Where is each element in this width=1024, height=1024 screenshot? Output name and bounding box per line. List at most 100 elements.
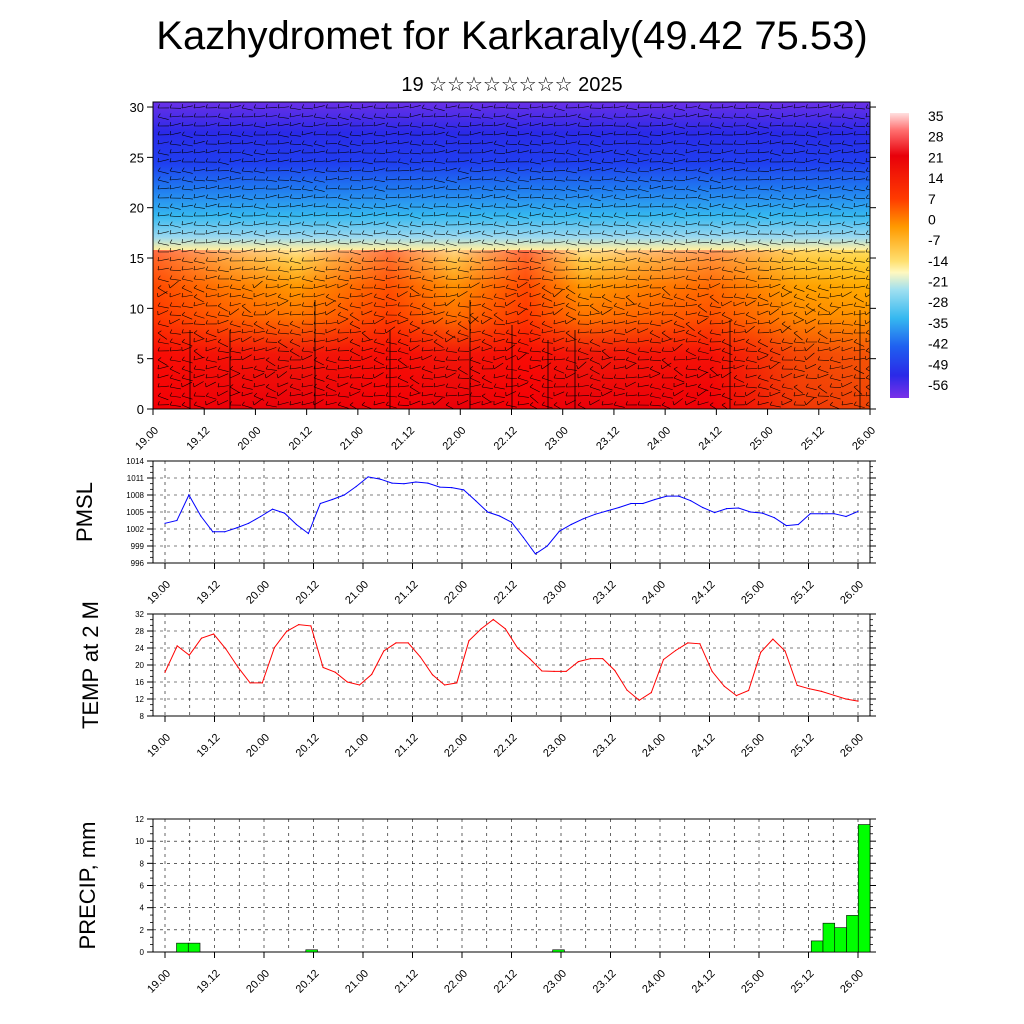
wind-barb-flag bbox=[577, 257, 580, 262]
wind-barb bbox=[589, 161, 601, 164]
wind-barb-flag bbox=[817, 122, 821, 127]
wind-barb-flag bbox=[529, 302, 532, 307]
wind-barb-flag bbox=[229, 122, 232, 127]
wind-barb-flag bbox=[433, 247, 435, 253]
wind-barb-flag bbox=[589, 212, 593, 217]
wind-barb bbox=[529, 224, 541, 227]
wind-barb bbox=[229, 350, 241, 354]
wind-barb-flag bbox=[841, 131, 844, 136]
wind-barb-flag bbox=[793, 122, 797, 127]
wind-barb-flag bbox=[421, 131, 424, 136]
wind-barb-flag bbox=[793, 302, 797, 307]
wind-barb bbox=[577, 116, 589, 121]
wind-barb bbox=[409, 224, 421, 228]
wind-barb bbox=[805, 260, 817, 264]
wind-barb bbox=[277, 323, 289, 327]
wind-barb-flag bbox=[709, 356, 713, 361]
wind-barb-flag bbox=[409, 384, 414, 388]
series-point bbox=[735, 695, 738, 697]
wind-barb-flag bbox=[733, 104, 736, 109]
wind-barb bbox=[865, 377, 870, 380]
wind-barb-flag bbox=[157, 320, 161, 325]
wind-barb bbox=[313, 302, 325, 307]
wind-barb-flag bbox=[409, 185, 412, 190]
wind-barb-flag bbox=[565, 221, 568, 226]
wind-barb bbox=[685, 399, 696, 406]
wind-barb bbox=[193, 267, 205, 271]
wind-barb-flag bbox=[469, 167, 472, 172]
wind-barb bbox=[649, 167, 661, 172]
wind-barb-flag bbox=[781, 167, 784, 172]
wind-barb bbox=[697, 133, 709, 136]
wind-barb-flag bbox=[325, 365, 329, 370]
wind-barb-flag bbox=[793, 140, 797, 145]
wind-barb bbox=[169, 332, 181, 335]
wind-barb-flag bbox=[817, 185, 820, 190]
wind-barb bbox=[805, 352, 815, 361]
wind-barb-flag bbox=[409, 355, 411, 361]
wind-barb bbox=[661, 338, 673, 343]
wind-barb-flag bbox=[853, 294, 858, 298]
wind-barb bbox=[409, 257, 421, 262]
wind-barb-flag bbox=[673, 221, 677, 226]
wind-barb bbox=[865, 115, 870, 118]
wind-barb bbox=[745, 187, 757, 190]
wind-barb-flag bbox=[253, 365, 257, 370]
wind-barb-flag bbox=[337, 176, 340, 181]
wind-barb bbox=[373, 168, 385, 172]
wind-barb-flag bbox=[769, 266, 772, 271]
wind-barb-flag bbox=[193, 221, 196, 226]
wind-barb-flag bbox=[277, 275, 281, 280]
wind-barb-flag bbox=[265, 212, 268, 217]
wind-barb bbox=[277, 242, 289, 246]
wind-barb-flag bbox=[217, 303, 222, 307]
wind-barb-flag bbox=[421, 266, 424, 271]
wind-barb bbox=[241, 160, 253, 163]
series-point bbox=[176, 645, 178, 647]
wind-barb bbox=[853, 358, 865, 361]
wind-barb bbox=[529, 170, 541, 173]
wind-barb bbox=[637, 339, 649, 343]
wind-barb-flag bbox=[529, 347, 533, 352]
wind-barb bbox=[757, 115, 769, 118]
wind-barb-flag bbox=[769, 257, 773, 262]
wind-barb bbox=[409, 357, 421, 361]
wind-barb-flag bbox=[169, 121, 171, 127]
wind-barb-flag bbox=[516, 284, 519, 289]
wind-barb-flag bbox=[469, 293, 472, 298]
wind-barb bbox=[613, 276, 625, 280]
wind-barb-flag bbox=[325, 140, 328, 145]
wind-barb-flag bbox=[565, 266, 568, 271]
series-point bbox=[678, 495, 680, 497]
wind-barb-flag bbox=[757, 329, 760, 334]
wind-barb bbox=[649, 152, 661, 155]
wind-barb-flag bbox=[169, 401, 173, 406]
wind-barb bbox=[601, 233, 613, 237]
wind-barb-flag bbox=[673, 157, 675, 163]
wind-barb-flag bbox=[289, 194, 292, 199]
wind-barb bbox=[637, 242, 649, 245]
wind-barb bbox=[469, 161, 481, 164]
wind-barb-flag bbox=[601, 275, 604, 280]
wind-barbs bbox=[157, 103, 870, 409]
wind-barb bbox=[481, 124, 493, 127]
wind-barb-flag bbox=[301, 311, 304, 316]
wind-barb-flag bbox=[625, 275, 629, 280]
wind-barb-flag bbox=[481, 212, 485, 217]
wind-barb bbox=[769, 141, 781, 145]
wind-barb-flag bbox=[205, 248, 208, 253]
wind-barb bbox=[373, 197, 385, 200]
wind-barb bbox=[865, 287, 870, 289]
wind-barb-flag bbox=[193, 239, 196, 244]
colorbar-label: -49 bbox=[928, 356, 948, 372]
wind-barb bbox=[493, 132, 505, 136]
wind-barb-flag bbox=[193, 149, 196, 154]
wind-barb-flag bbox=[517, 347, 521, 352]
wind-barb-flag bbox=[373, 149, 376, 154]
wind-barb bbox=[217, 269, 229, 273]
wind-barb bbox=[169, 186, 181, 190]
wind-barb bbox=[637, 305, 649, 310]
wind-barb-flag bbox=[277, 329, 281, 334]
wind-barb bbox=[337, 337, 349, 343]
wind-barb bbox=[529, 251, 541, 254]
